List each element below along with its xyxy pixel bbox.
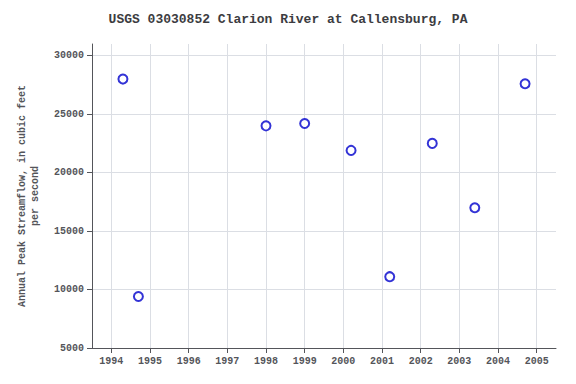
svg-text:2004: 2004	[486, 356, 510, 367]
svg-text:25000: 25000	[54, 109, 84, 120]
svg-text:2005: 2005	[525, 356, 549, 367]
svg-text:Annual Peak Streamflow, in cub: Annual Peak Streamflow, in cubic feet	[17, 85, 28, 307]
svg-text:5000: 5000	[60, 343, 84, 354]
svg-text:1999: 1999	[293, 356, 317, 367]
svg-text:1997: 1997	[215, 356, 239, 367]
svg-text:per second: per second	[30, 166, 41, 226]
svg-text:30000: 30000	[54, 50, 84, 61]
svg-text:15000: 15000	[54, 226, 84, 237]
svg-text:1996: 1996	[177, 356, 201, 367]
svg-text:USGS 03030852 Clarion River at: USGS 03030852 Clarion River at Callensbu…	[109, 12, 468, 27]
svg-text:20000: 20000	[54, 167, 84, 178]
svg-text:1994: 1994	[99, 356, 123, 367]
svg-text:10000: 10000	[54, 284, 84, 295]
svg-text:2003: 2003	[447, 356, 471, 367]
svg-text:2000: 2000	[331, 356, 355, 367]
svg-text:2001: 2001	[370, 356, 394, 367]
svg-text:1998: 1998	[254, 356, 278, 367]
svg-text:2002: 2002	[409, 356, 433, 367]
svg-text:1995: 1995	[138, 356, 162, 367]
